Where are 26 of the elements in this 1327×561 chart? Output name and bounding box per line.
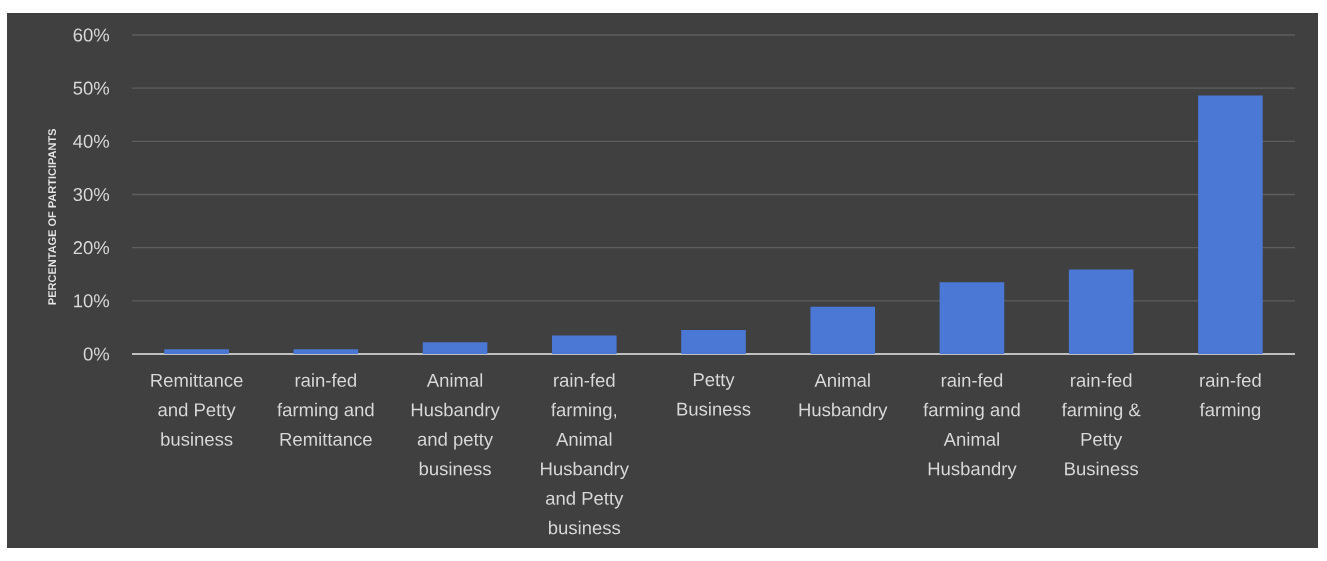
y-tick-label: 60% (73, 28, 110, 42)
y-axis-title: PERCENTAGE OF PARTICIPANTS (48, 128, 56, 305)
bar (422, 342, 488, 355)
x-tick-label: rain-fed farming and Animal Husbandry (923, 373, 1020, 480)
x-tick-label: rain-fed farming, Animal Husbandry and Petty business (541, 373, 629, 535)
y-tick-label: 40% (73, 134, 110, 148)
bar (681, 330, 746, 355)
bar (551, 335, 617, 355)
bar (164, 349, 229, 355)
y-tick-label: 20% (73, 241, 110, 255)
y-tick-label: 0% (83, 347, 110, 361)
bar (939, 282, 1005, 355)
x-tick-label: Animal Husbandry and petty business (411, 373, 500, 476)
y-tick-label: 30% (73, 187, 110, 202)
bar (1068, 269, 1134, 355)
bar (810, 306, 876, 355)
x-tick-label: Remittance and Petty business (151, 373, 243, 446)
x-tick-label: rain-fed farming & Petty Business (1061, 373, 1141, 476)
x-tick-label: Petty Business (677, 373, 751, 416)
y-tick-label: 10% (74, 294, 110, 308)
x-tick-label: rain-fed farming (1199, 373, 1261, 421)
x-tick-label: rain-fed farming and Remittance (277, 373, 374, 446)
bar (1198, 95, 1263, 355)
x-tick-label: Animal Husbandry (799, 373, 888, 421)
y-tick-label: 50% (73, 81, 110, 95)
bar (293, 349, 359, 355)
